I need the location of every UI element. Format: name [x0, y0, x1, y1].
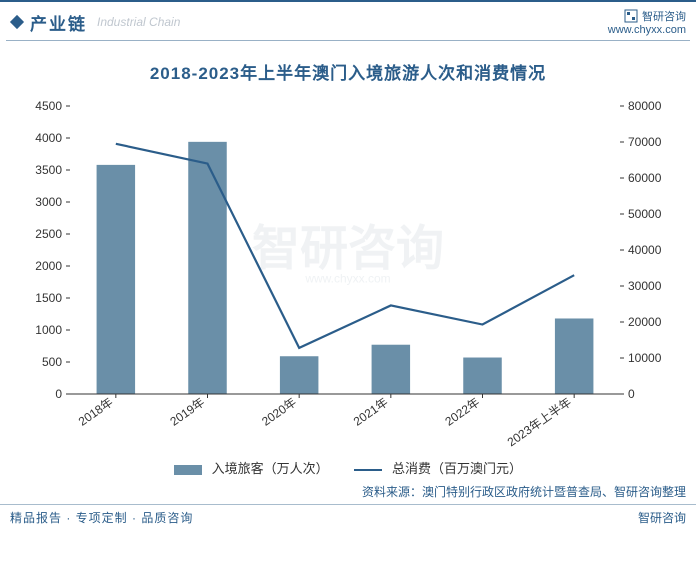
svg-text:2019年: 2019年	[167, 395, 207, 429]
svg-text:2000: 2000	[35, 259, 62, 273]
svg-text:2018年: 2018年	[76, 395, 116, 429]
legend: 入境旅客（万人次） 总消费（百万澳门元）	[0, 458, 696, 477]
svg-text:500: 500	[42, 355, 62, 369]
section-sub: Industrial Chain	[97, 15, 180, 29]
footer-right: 智研咨询	[638, 509, 686, 526]
brand-icon	[624, 9, 638, 23]
svg-text:1500: 1500	[35, 291, 62, 305]
combo-chart: 智研咨询www.chyxx.com 0 500 1000 1500 2000 2500 300…	[20, 96, 676, 456]
header-divider	[6, 40, 690, 41]
header-left: 产业链 Industrial Chain	[10, 10, 180, 35]
svg-text:60000: 60000	[628, 171, 662, 185]
svg-text:www.chyxx.com: www.chyxx.com	[304, 271, 390, 285]
svg-text:30000: 30000	[628, 279, 662, 293]
svg-text:0: 0	[628, 387, 635, 401]
svg-text:2020年: 2020年	[259, 395, 299, 429]
brand-name: 智研咨询	[642, 8, 686, 24]
chart-title: 2018-2023年上半年澳门入境旅游人次和消费情况	[0, 59, 696, 84]
header-bar: 产业链 Industrial Chain 智研咨询 www.chyxx.com	[0, 0, 696, 40]
legend-line-label: 总消费（百万澳门元）	[392, 461, 522, 476]
footer-bar: 精品报告 · 专项定制 · 品质咨询 智研咨询	[0, 504, 696, 526]
svg-text:40000: 40000	[628, 243, 662, 257]
brand-url: www.chyxx.com	[608, 24, 686, 36]
svg-text:0: 0	[55, 387, 62, 401]
svg-text:2023年上半年: 2023年上半年	[505, 395, 574, 449]
section-label: 产业链	[30, 10, 87, 35]
legend-line-swatch	[354, 469, 382, 471]
svg-text:3000: 3000	[35, 195, 62, 209]
svg-text:2021年: 2021年	[351, 395, 391, 429]
svg-text:2022年: 2022年	[442, 395, 482, 429]
legend-bar-label: 入境旅客（万人次）	[212, 461, 329, 476]
svg-text:20000: 20000	[628, 315, 662, 329]
diamond-icon	[10, 15, 24, 29]
legend-bar-swatch	[174, 465, 202, 475]
source-text: 资料来源：澳门特别行政区政府统计暨普查局、智研咨询整理	[0, 483, 686, 500]
svg-text:4000: 4000	[35, 131, 62, 145]
svg-text:2500: 2500	[35, 227, 62, 241]
svg-text:80000: 80000	[628, 99, 662, 113]
svg-text:70000: 70000	[628, 135, 662, 149]
svg-text:智研咨询: 智研咨询	[252, 222, 444, 275]
svg-text:50000: 50000	[628, 207, 662, 221]
header-right: 智研咨询 www.chyxx.com	[608, 8, 686, 36]
svg-text:3500: 3500	[35, 163, 62, 177]
svg-text:1000: 1000	[35, 323, 62, 337]
svg-text:10000: 10000	[628, 351, 662, 365]
svg-text:4500: 4500	[35, 99, 62, 113]
chart-wrap: 智研咨询www.chyxx.com 0 500 1000 1500 2000 2500 300…	[20, 96, 676, 456]
footer-left: 精品报告 · 专项定制 · 品质咨询	[10, 509, 193, 526]
